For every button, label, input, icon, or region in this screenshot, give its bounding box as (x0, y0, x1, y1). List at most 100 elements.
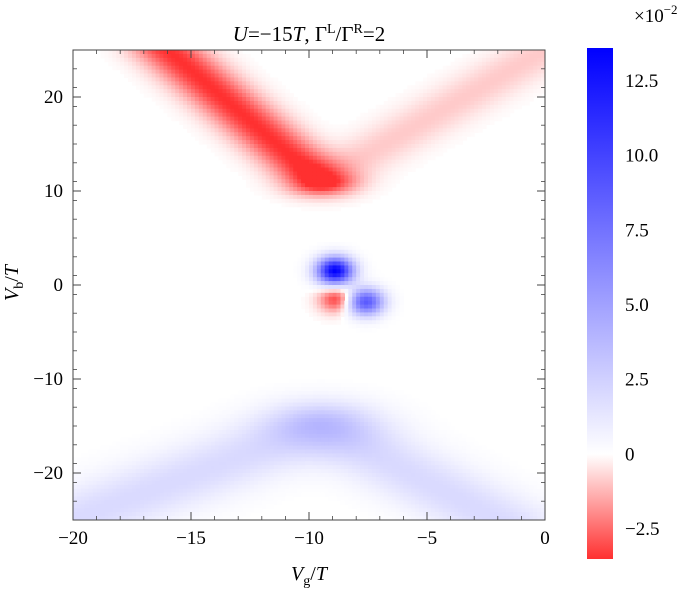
heatmap-cell (403, 116, 408, 122)
heatmap-cell (124, 69, 129, 75)
heatmap-cell (364, 504, 369, 509)
heatmap-cell (253, 441, 259, 447)
heatmap-cell (309, 167, 314, 173)
heatmap-cell (336, 320, 342, 325)
heatmap-cell (210, 57, 216, 63)
heatmap-cell (167, 89, 172, 94)
heatmap-cell (297, 449, 302, 455)
heatmap-cell (332, 249, 338, 255)
heatmap-cell (316, 171, 322, 176)
heatmap-cell (320, 171, 326, 176)
heatmap-cell (430, 104, 436, 110)
heatmap-cell (293, 144, 298, 149)
heatmap-cell (348, 304, 353, 310)
heatmap-cell (328, 206, 334, 212)
heatmap-cell (155, 465, 161, 470)
heatmap-cell (434, 437, 440, 443)
heatmap-cell (423, 488, 428, 494)
heatmap-cell (234, 61, 239, 67)
heatmap-cell (277, 171, 283, 176)
heatmap-cell (419, 414, 424, 419)
heatmap-cell (415, 116, 420, 122)
heatmap-cell (210, 433, 216, 439)
heatmap-cell (112, 476, 117, 482)
heatmap-cell (238, 120, 243, 126)
heatmap-cell (269, 453, 275, 458)
heatmap-cell (375, 457, 381, 462)
heatmap-cell (316, 151, 322, 157)
heatmap-cell (96, 492, 102, 498)
heatmap-cell (312, 418, 318, 423)
heatmap-cell (206, 426, 212, 431)
heatmap-cell (242, 402, 247, 408)
heatmap-cell (92, 473, 98, 478)
heatmap-cell (257, 85, 263, 90)
heatmap-cell (253, 93, 259, 98)
heatmap-cell (194, 97, 200, 102)
heatmap-cell (423, 100, 428, 106)
heatmap-cell (328, 265, 334, 270)
heatmap-cell (265, 89, 271, 94)
heatmap-cell (171, 69, 176, 75)
heatmap-cell (415, 488, 420, 494)
heatmap-cell (242, 441, 247, 447)
heatmap-cell (128, 57, 133, 63)
heatmap-cell (194, 492, 200, 498)
heatmap-cell (356, 292, 361, 298)
heatmap-cell (167, 108, 172, 114)
heatmap-cell (246, 418, 251, 423)
heatmap-cell (379, 273, 385, 278)
heatmap-cell (246, 410, 251, 415)
heatmap-cell (222, 406, 227, 411)
heatmap-cell (194, 449, 200, 455)
heatmap-cell (155, 488, 161, 494)
heatmap-cell (238, 480, 243, 486)
heatmap-cell (257, 128, 263, 133)
heatmap-cell (218, 488, 224, 494)
heatmap-cell (387, 414, 393, 419)
heatmap-cell (348, 292, 353, 298)
heatmap-cell (230, 476, 235, 482)
heatmap-cell (202, 124, 208, 129)
heatmap-cell (187, 461, 192, 466)
heatmap-cell (383, 410, 389, 415)
heatmap-cell (143, 81, 149, 86)
heatmap-cell (344, 406, 349, 411)
heatmap-cell (387, 100, 393, 106)
heatmap-cell (230, 394, 235, 400)
heatmap-cell (250, 93, 255, 98)
heatmap-cell (250, 445, 255, 451)
heatmap-cell (183, 57, 188, 63)
heatmap-cell (316, 269, 322, 274)
heatmap-cell (265, 437, 271, 443)
heatmap-cell (191, 112, 196, 118)
heatmap-cell (128, 73, 133, 79)
heatmap-cell (277, 147, 283, 153)
heatmap-cell (179, 461, 184, 466)
heatmap-cell (348, 159, 353, 165)
heatmap-cell (379, 512, 385, 517)
heatmap-cell (427, 488, 432, 494)
heatmap-cell (316, 308, 322, 314)
heatmap-cell (415, 100, 420, 106)
heatmap-cell (206, 61, 212, 67)
heatmap-cell (383, 312, 389, 317)
heatmap-cell (171, 504, 176, 509)
heatmap-cell (257, 191, 263, 196)
heatmap-cell (120, 496, 125, 502)
heatmap-cell (395, 418, 401, 423)
heatmap-cell (273, 104, 279, 110)
heatmap-cell (371, 422, 377, 427)
heatmap-cell (234, 453, 239, 458)
heatmap-cell (226, 457, 231, 462)
heatmap-cell (407, 406, 412, 411)
heatmap-cell (246, 508, 251, 513)
heatmap-cell (210, 500, 216, 505)
heatmap-cell (135, 50, 141, 55)
heatmap-cell (250, 100, 255, 106)
heatmap-cell (96, 496, 102, 502)
heatmap-cell (242, 480, 247, 486)
heatmap-cell (214, 93, 220, 98)
heatmap-cell (128, 65, 133, 71)
heatmap-cell (289, 433, 294, 439)
